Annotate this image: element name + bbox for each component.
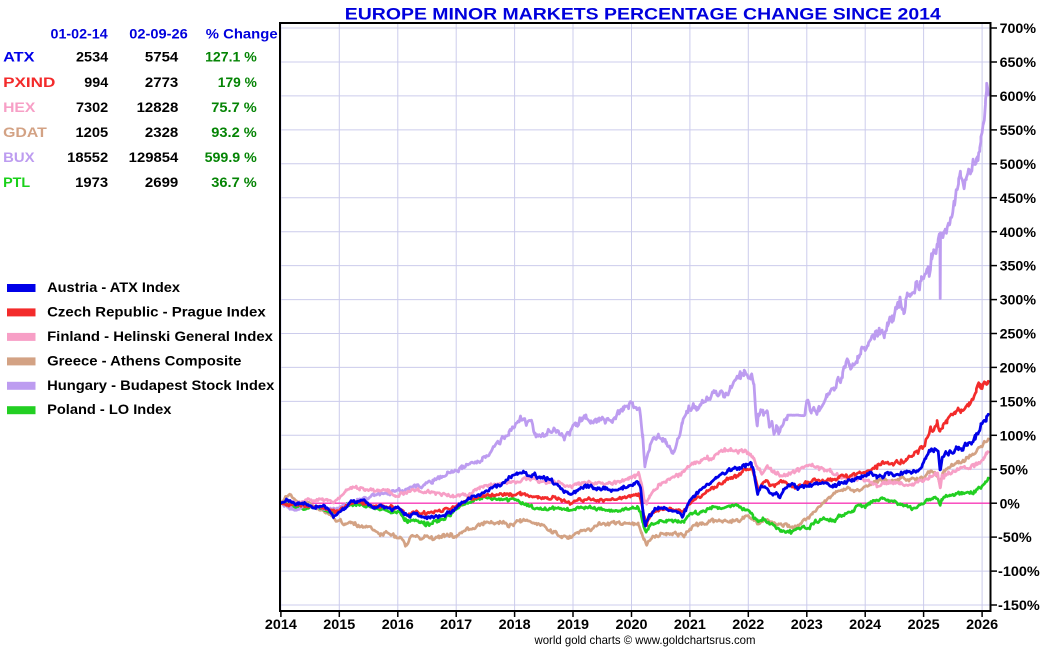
svg-text:93.2 %: 93.2 % bbox=[211, 125, 257, 140]
svg-text:% Change: % Change bbox=[206, 27, 278, 42]
svg-text:18552: 18552 bbox=[67, 150, 108, 165]
svg-text:0%: 0% bbox=[1000, 496, 1020, 511]
svg-text:400%: 400% bbox=[1000, 225, 1036, 240]
svg-text:2534: 2534 bbox=[76, 50, 109, 65]
svg-text:2773: 2773 bbox=[145, 75, 179, 90]
svg-text:Poland - LO Index: Poland - LO Index bbox=[47, 401, 172, 417]
svg-text:500%: 500% bbox=[1000, 157, 1036, 172]
svg-text:-100%: -100% bbox=[998, 564, 1040, 579]
svg-text:300%: 300% bbox=[1000, 293, 1036, 308]
svg-text:650%: 650% bbox=[1000, 55, 1036, 70]
svg-text:450%: 450% bbox=[1000, 191, 1036, 206]
svg-text:5754: 5754 bbox=[145, 50, 179, 65]
svg-text:600%: 600% bbox=[1000, 89, 1036, 104]
svg-text:36.7 %: 36.7 % bbox=[211, 175, 257, 190]
svg-text:2699: 2699 bbox=[145, 175, 178, 190]
svg-text:GDAT: GDAT bbox=[3, 125, 48, 140]
svg-text:1973: 1973 bbox=[75, 175, 109, 190]
svg-text:2017: 2017 bbox=[440, 617, 472, 632]
svg-text:994: 994 bbox=[84, 75, 108, 90]
svg-text:HEX: HEX bbox=[3, 100, 35, 115]
svg-text:Finland - Helinski General Ind: Finland - Helinski General Index bbox=[47, 328, 273, 344]
svg-text:200%: 200% bbox=[1000, 361, 1036, 376]
svg-text:Austria - ATX Index: Austria - ATX Index bbox=[47, 279, 180, 295]
svg-text:2014: 2014 bbox=[265, 617, 298, 632]
svg-text:PTL: PTL bbox=[3, 175, 30, 190]
svg-text:75.7 %: 75.7 % bbox=[211, 100, 257, 115]
svg-text:2015: 2015 bbox=[323, 617, 356, 632]
svg-text:world gold charts © www.goldch: world gold charts © www.goldchartsrus.co… bbox=[534, 633, 756, 647]
svg-text:02-09-26: 02-09-26 bbox=[129, 27, 188, 42]
svg-text:2025: 2025 bbox=[908, 617, 941, 632]
svg-text:2021: 2021 bbox=[674, 617, 707, 632]
svg-text:Hungary - Budapest Stock Index: Hungary - Budapest Stock Index bbox=[47, 377, 274, 393]
svg-text:2022: 2022 bbox=[732, 617, 764, 632]
svg-text:100%: 100% bbox=[1000, 428, 1036, 443]
svg-text:1205: 1205 bbox=[76, 125, 109, 140]
svg-text:50%: 50% bbox=[1000, 462, 1028, 477]
svg-text:01-02-14: 01-02-14 bbox=[51, 27, 109, 42]
svg-text:-50%: -50% bbox=[998, 530, 1032, 545]
svg-text:2018: 2018 bbox=[499, 617, 532, 632]
svg-text:127.1 %: 127.1 % bbox=[205, 50, 257, 65]
svg-text:2020: 2020 bbox=[616, 617, 648, 632]
svg-text:-150%: -150% bbox=[998, 598, 1040, 613]
svg-text:2016: 2016 bbox=[382, 617, 415, 632]
svg-text:2019: 2019 bbox=[557, 617, 589, 632]
svg-text:150%: 150% bbox=[1000, 395, 1036, 410]
svg-text:ATX: ATX bbox=[3, 50, 34, 65]
svg-text:700%: 700% bbox=[1000, 21, 1036, 36]
svg-text:2023: 2023 bbox=[791, 617, 824, 632]
svg-text:2024: 2024 bbox=[849, 617, 882, 632]
svg-text:PXIND: PXIND bbox=[3, 75, 56, 90]
svg-text:Czech Republic - Prague Index: Czech Republic - Prague Index bbox=[47, 303, 266, 319]
svg-text:12828: 12828 bbox=[137, 100, 179, 115]
svg-text:350%: 350% bbox=[1000, 259, 1036, 274]
svg-text:BUX: BUX bbox=[3, 150, 34, 165]
svg-text:129854: 129854 bbox=[129, 150, 179, 165]
svg-text:550%: 550% bbox=[1000, 123, 1036, 138]
svg-text:EUROPE MINOR MARKETS PERCENTAG: EUROPE MINOR MARKETS PERCENTAGE CHANGE S… bbox=[345, 6, 942, 24]
svg-text:7302: 7302 bbox=[76, 100, 108, 115]
svg-text:Greece - Athens Composite: Greece - Athens Composite bbox=[47, 352, 242, 368]
svg-text:2026: 2026 bbox=[966, 617, 999, 632]
svg-text:250%: 250% bbox=[1000, 327, 1036, 342]
svg-text:599.9 %: 599.9 % bbox=[205, 150, 257, 165]
svg-text:2328: 2328 bbox=[145, 125, 179, 140]
svg-text:179 %: 179 % bbox=[218, 75, 257, 90]
